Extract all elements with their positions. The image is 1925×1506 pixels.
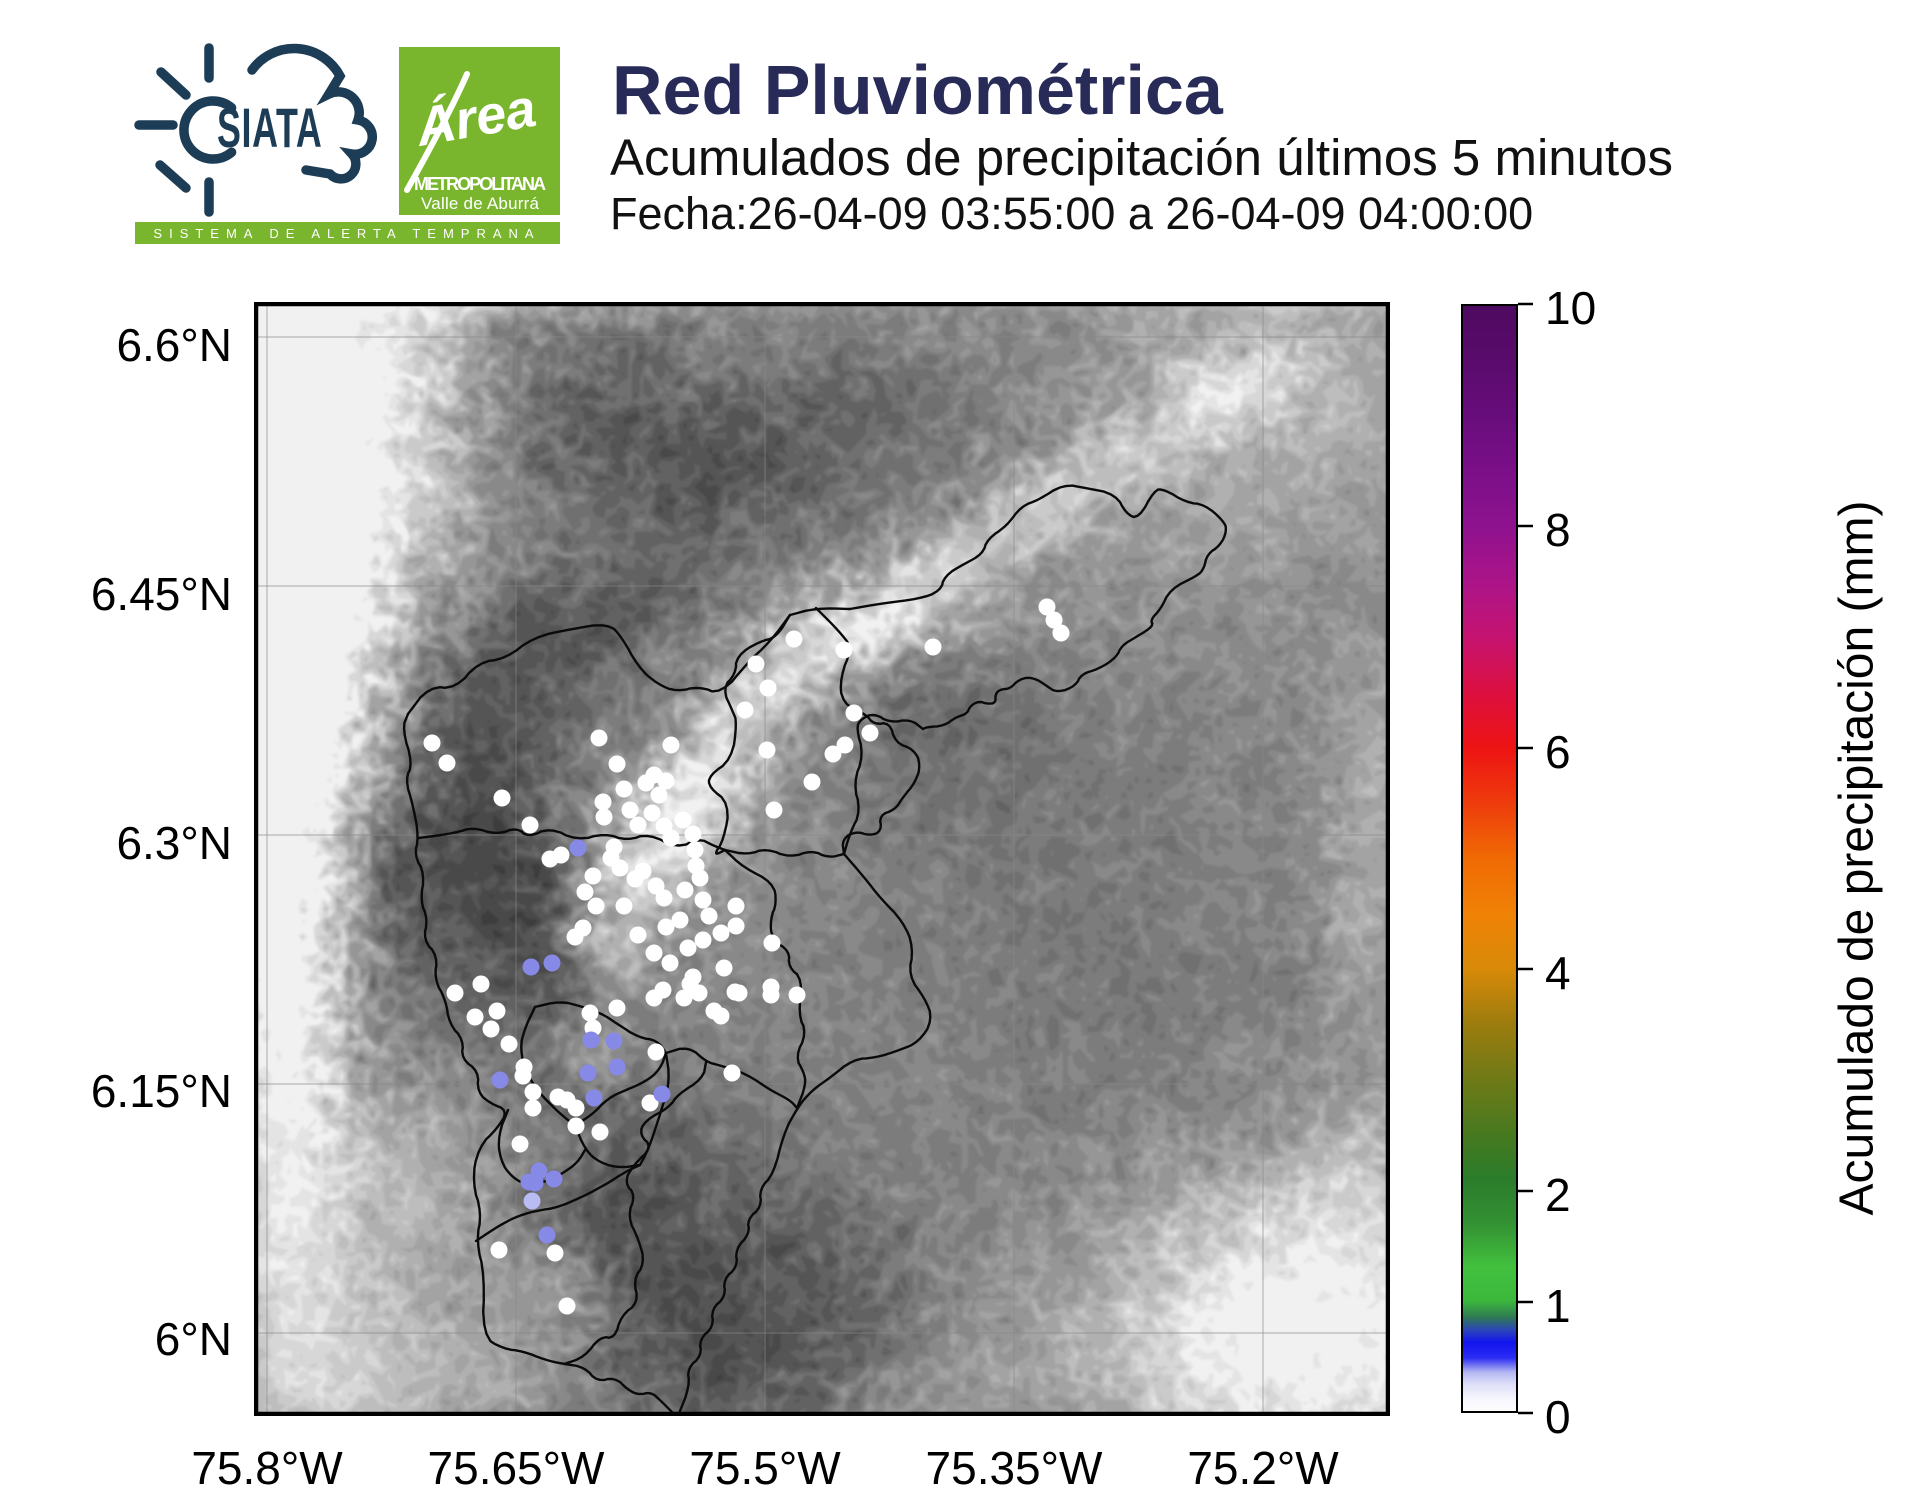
- svg-text:Valle de Aburrá: Valle de Aburrá: [421, 194, 540, 213]
- svg-text:METROPOLITANA: METROPOLITANA: [414, 174, 546, 194]
- svg-text:SIATA: SIATA: [217, 96, 322, 159]
- svg-text:SISTEMA DE ALERTA TEMPRANA: SISTEMA DE ALERTA TEMPRANA: [153, 226, 540, 241]
